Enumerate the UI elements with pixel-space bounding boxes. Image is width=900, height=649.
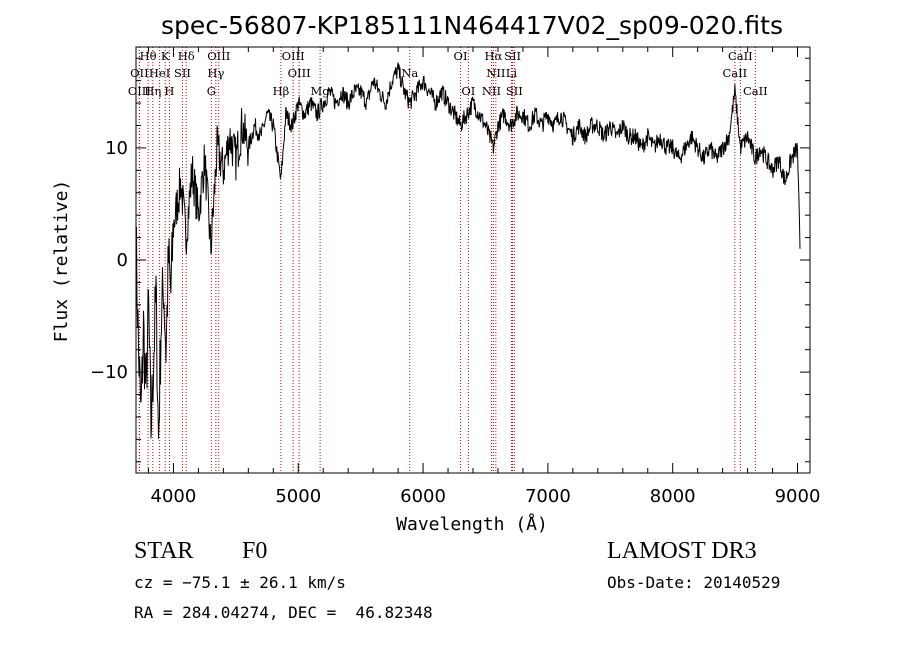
spectral-line-label: OIII	[207, 49, 230, 63]
spectral-line-label: Li	[506, 66, 518, 80]
spectral-line-label: Hδ	[178, 49, 195, 63]
spectral-line-label: OIII	[282, 49, 305, 63]
y-axis-label: Flux (relative)	[51, 180, 72, 343]
y-axis-ticks: −10 0 10	[90, 57, 810, 463]
x-tick-label: 4000	[151, 486, 197, 507]
object-class: STAR	[134, 538, 194, 564]
spectral-line-label: OIII	[288, 66, 311, 80]
spectral-line-label: Hη	[144, 84, 161, 98]
spectral-line-label: K	[161, 49, 170, 63]
spectral-line-label: HeI	[149, 66, 170, 80]
spectral-line-label: CaII	[722, 66, 747, 80]
coordinates: RA = 284.04274, DEC = 46.82348	[134, 603, 433, 622]
spectral-line-label: CaII	[728, 49, 753, 63]
redshift-value: cz = −75.1 ± 26.1 km/s	[134, 573, 346, 592]
spectral-line-label: OI	[461, 84, 475, 98]
spectral-line-label: SII	[504, 49, 521, 63]
spectral-line-label: Hγ	[207, 66, 224, 80]
spectral-line-label: Mg	[311, 84, 331, 98]
object-subclass: F0	[242, 538, 268, 564]
x-axis-ticks: 4000 5000 6000 7000 8000 9000	[147, 47, 821, 507]
spectral-line-markers	[138, 47, 756, 473]
x-tick-label: 5000	[275, 486, 321, 507]
x-tick-label: 7000	[525, 486, 571, 507]
y-tick-label: 10	[105, 138, 128, 159]
x-tick-label: 6000	[400, 486, 446, 507]
x-tick-label: 8000	[650, 486, 696, 507]
x-axis-label: Wavelength (Å)	[396, 513, 548, 535]
spectral-line-label: CaII	[743, 84, 768, 98]
spectral-line-label: H	[164, 84, 174, 98]
chart-title: spec-56807-KP185111N464417V02_sp09-020.f…	[161, 11, 783, 40]
spectral-line-label: OII	[130, 66, 149, 80]
spectral-line-label: NII	[486, 66, 505, 80]
spectral-line-label: Hθ	[140, 49, 157, 63]
spectral-line-label: Na	[401, 66, 418, 80]
spectral-line-label: NII	[482, 84, 501, 98]
spectral-line-label: OIII	[128, 84, 151, 98]
spectral-line-label: SII	[174, 66, 191, 80]
y-tick-label: −10	[90, 362, 128, 383]
x-tick-label: 9000	[775, 486, 821, 507]
flux-series-line	[135, 62, 801, 439]
obs-date: Obs-Date: 20140529	[607, 573, 781, 592]
spectral-line-label: Hβ	[273, 84, 290, 98]
spectral-line-label: OI	[454, 49, 468, 63]
plot-frame	[135, 46, 811, 474]
spectral-line-label: Hα	[484, 49, 502, 63]
y-tick-label: 0	[117, 250, 128, 271]
survey-name: LAMOST DR3	[607, 538, 757, 564]
spectral-line-label: SII	[506, 84, 523, 98]
spectral-line-label: G	[207, 84, 216, 98]
